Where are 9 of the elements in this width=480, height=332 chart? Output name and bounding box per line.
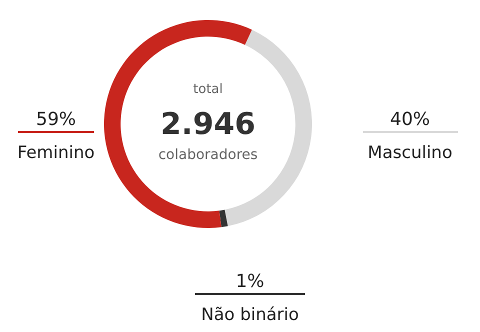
data-label: 59% [36, 109, 76, 130]
data-label: 40% [390, 109, 430, 130]
slice-label: Não binário [201, 305, 299, 325]
slice-label: Masculino [368, 143, 452, 163]
slice-label: Feminino [17, 143, 95, 163]
data-label: 1% [236, 271, 264, 292]
text: colaboradores [158, 147, 258, 163]
text: total [193, 82, 223, 97]
text: 2.946 [160, 107, 256, 142]
